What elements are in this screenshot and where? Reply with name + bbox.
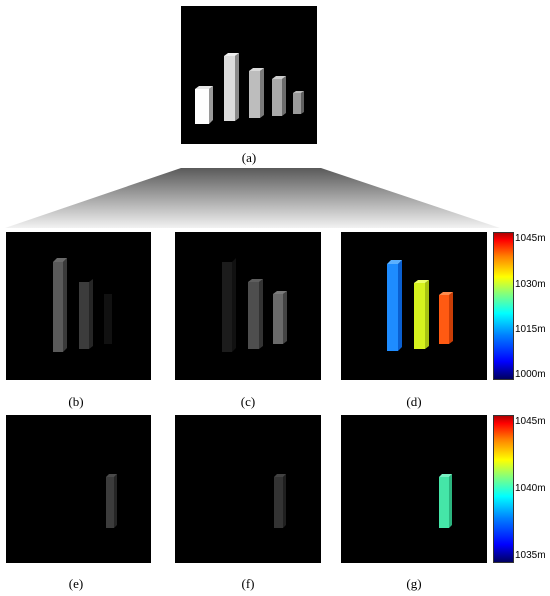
bar-d-2-side (425, 280, 429, 349)
bar-g-1-side (449, 474, 452, 528)
caption-d: (d) (406, 394, 422, 409)
bar-1-side (209, 86, 213, 124)
bar-2-top (224, 53, 239, 56)
bar-4-side (282, 76, 286, 116)
caption-c: (c) (240, 394, 256, 409)
bar-c-2-side (259, 279, 263, 349)
bar-c-1 (222, 262, 232, 352)
colorbar-bottom (493, 415, 514, 563)
caption-f: (f) (241, 576, 255, 591)
bar-b-2-side (89, 279, 93, 349)
bar-g-1-top (439, 474, 452, 477)
bar-2-side (235, 53, 239, 121)
bar-b-1-top (53, 258, 67, 262)
caption-a: (a) (241, 150, 257, 165)
bar-c-3-side (283, 291, 287, 344)
bar-5 (293, 93, 301, 114)
bar-f-1 (274, 477, 283, 528)
bar-4 (272, 79, 282, 116)
colorbar-top-tick-1045: 1045m (515, 233, 546, 244)
bar-2 (224, 56, 235, 121)
panel-g (341, 415, 487, 563)
bar-d-3-top (439, 292, 453, 295)
panel-e-bars (106, 474, 117, 528)
panel-d-bars (387, 260, 453, 351)
bar-b-1-side (63, 258, 67, 352)
bar-3-side (260, 68, 264, 118)
bar-d-2-top (414, 280, 429, 283)
bar-g-1 (439, 477, 449, 528)
bar-e-1-top (106, 474, 117, 477)
bar-d-1-side (398, 260, 402, 351)
bar-e-1-side (114, 474, 117, 528)
panel-b (6, 232, 151, 380)
bar-b-3 (104, 294, 112, 344)
bar-d-3 (439, 295, 449, 344)
bar-f-1-top (274, 474, 286, 477)
panel-a-bars (195, 53, 304, 124)
bar-b-1 (53, 262, 63, 352)
bar-3-top (249, 68, 264, 71)
bar-d-1-top (387, 260, 402, 264)
bar-e-1 (106, 477, 114, 528)
colorbar-top (493, 232, 514, 380)
bar-c-2 (248, 282, 259, 349)
panel-f-bars (274, 474, 286, 528)
bar-4-top (272, 76, 286, 79)
colorbar-bottom-tick-1045: 1045m (515, 416, 546, 427)
bar-f-1-side (283, 474, 286, 528)
colorbar-bottom-tick-1035: 1035m (515, 550, 546, 561)
bar-5-top (293, 91, 304, 93)
bar-d-3-side (449, 292, 453, 344)
bar-1-top (195, 86, 213, 89)
bar-5-side (301, 91, 304, 114)
bar-c-1-side (232, 258, 236, 352)
panel-g-bars (439, 474, 452, 528)
panel-f (175, 415, 321, 563)
panel-b-bars (53, 258, 112, 352)
caption-g: (g) (406, 576, 422, 591)
panel-c-bars (222, 258, 287, 352)
colorbar-top-tick-1030: 1030m (515, 279, 546, 290)
bar-b-2 (79, 282, 89, 349)
panel-d (341, 232, 487, 380)
colorbar-top-tick-1015: 1015m (515, 324, 546, 335)
bar-d-1 (387, 264, 398, 351)
bar-1 (195, 89, 209, 124)
bar-c-3 (273, 294, 283, 344)
panel-c (175, 232, 321, 380)
bar-d-2 (414, 283, 425, 349)
colorbar-top-tick-1000: 1000m (515, 369, 546, 380)
caption-b: (b) (68, 394, 84, 409)
bar-c-2-top (248, 279, 263, 282)
panel-e (6, 415, 151, 563)
panel-a (181, 6, 317, 144)
caption-e: (e) (68, 576, 84, 591)
colorbar-bottom-tick-1040: 1040m (515, 483, 546, 494)
bar-c-3-top (273, 291, 287, 294)
zoom-projection (5, 168, 500, 228)
bar-3 (249, 71, 260, 118)
